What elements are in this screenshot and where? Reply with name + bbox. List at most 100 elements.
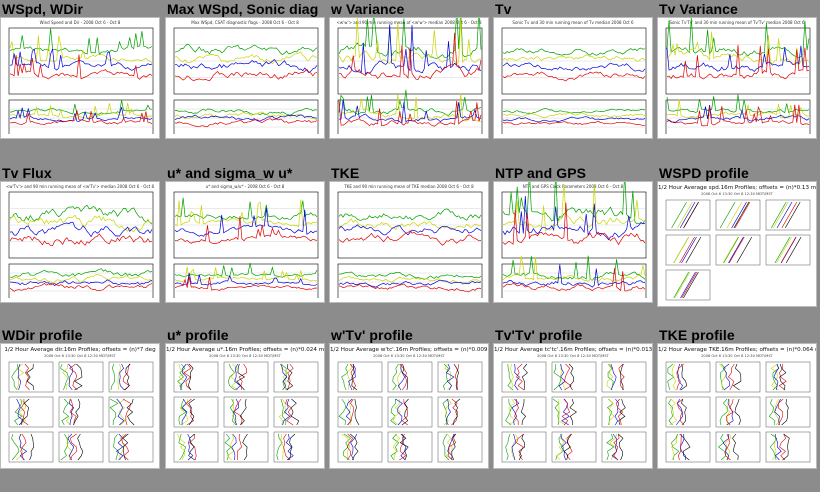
series-line [9,214,153,233]
thumbnail-image[interactable]: TKE and 90 min running mean of TKE media… [329,181,489,303]
thumbnail-title[interactable]: Tv [495,1,512,17]
profile-line [561,398,571,426]
thumbnail-cell[interactable]: TKE profile 1/2 Hour Average TKE.16m Pro… [657,326,817,486]
thumbnail-title[interactable]: u* profile [167,327,229,343]
series-line [666,31,810,66]
thumbnail-title[interactable]: Tv Variance [659,1,738,17]
thumbnail-image[interactable]: 1/2 Hour Average spd.16m Profiles; offse… [657,181,817,307]
profile-line [231,433,237,461]
profile-line [280,433,285,461]
thumbnail-title[interactable]: TKE [331,165,360,181]
plot-footer [1,298,159,302]
series-line [338,230,482,246]
thumbnail-cell[interactable]: TKE TKE and 90 min running mean of TKE m… [329,164,489,324]
thumbnail-cell[interactable]: Tv Flux <w'Tv'> and 90 min running mean … [0,164,160,324]
profile-line [287,363,294,391]
thumbnail-image[interactable]: 1/2 Hour Average u*.16m Profiles; offset… [165,343,325,469]
thumbnail-title[interactable]: Tv'Tv' profile [495,327,583,343]
thumbnail-cell[interactable]: NTP and GPS NTP and GPS Clock Parameters… [493,164,653,324]
profile-line [454,363,460,391]
thumbnail-title[interactable]: NTP and GPS [495,165,587,181]
profile-line [676,398,685,426]
thumbnail-title[interactable]: u* and sigma_w u* [167,165,293,181]
thumbnail-cell[interactable]: WSPD profile 1/2 Hour Average spd.16m Pr… [657,164,817,324]
profile-line [242,433,248,461]
profile-line [725,398,730,426]
series-line [502,54,646,62]
profile-panel [765,199,811,231]
thumbnail-image[interactable]: 1/2 Hour Average TKE.16m Profiles; offse… [657,343,817,469]
profile-panel [387,431,433,463]
thumbnail-title[interactable]: WSPD profile [659,165,749,181]
profile-line [683,201,699,229]
plot-header: u* and sigma_w/u* - 2008 Oct 6 - Oct 8 [205,184,285,189]
profile-panel [665,431,711,463]
thumbnail-cell[interactable]: WSpd, WDir Wind Speed and Dir - 2008 Oct… [0,0,160,160]
plot-footer [658,134,816,138]
series-line [174,58,318,74]
series-line [338,93,482,123]
profile-line [354,398,360,426]
thumbnail-title[interactable]: TKE profile [659,327,735,343]
thumbnail-image[interactable]: Max WSpd, CSAT diagnostic flags - 2008 O… [165,17,325,139]
thumbnail-title[interactable]: WDir profile [2,327,83,343]
profile-line [606,433,615,461]
thumbnail-cell[interactable]: w'Tv' profile 1/2 Hour Average w'tc'.16m… [329,326,489,486]
thumbnail-cell[interactable]: Max WSpd, Sonic diag Max WSpd, CSAT diag… [165,0,325,160]
timeseries-plot-graphic [1,191,159,302]
profile-line [68,363,73,391]
profile-line [118,398,126,426]
thumbnail-cell[interactable]: WDir profile 1/2 Hour Average dir.16m Pr… [0,326,160,486]
thumbnail-image[interactable]: 1/2 Hour Average dir.16m Profiles; offse… [0,343,160,469]
series-line [338,279,482,288]
profile-line [734,398,741,426]
profile-line [60,363,69,391]
profile-line [77,433,84,461]
thumbnail-image[interactable]: NTP and GPS Clock Parameters 2008 Oct 6 … [493,181,653,303]
series-line [502,71,646,82]
thumbnail-image[interactable]: Sonic Tv'Tv' and 30 min running mean of … [657,17,817,139]
thumbnail-cell[interactable]: w Variance <w'w'> and 90 min running mea… [329,0,489,160]
thumbnail-title[interactable]: WSpd, WDir [2,1,84,17]
thumbnail-image[interactable]: Wind Speed and Dir - 2008 Oct 6 - Oct 8 [0,17,160,139]
thumbnail-cell[interactable]: Tv Sonic Tv and 30 min running mean of T… [493,0,653,160]
thumbnail-image[interactable]: <w'w'> and 90 min running mean of <w'w'>… [329,17,489,139]
thumbnail-cell[interactable]: Tv'Tv' profile 1/2 Hour Average tc'tc'.1… [493,326,653,486]
thumbnail-title[interactable]: w'Tv' profile [331,327,413,343]
profile-line [443,398,452,426]
profile-line [768,398,776,426]
thumbnail-cell[interactable]: u* profile 1/2 Hour Average u*.16m Profi… [165,326,325,486]
profile-line [187,363,194,391]
thumbnail-image[interactable]: <w'Tv'> and 90 min running mean of <w'Tv… [0,181,160,303]
thumbnail-image[interactable]: 1/2 Hour Average w'tc'.16m Profiles; off… [329,343,489,469]
series-line [666,105,810,124]
plot-subheader: 2008 Oct 6 13:30 Oct 8 12:30 MDT/MST [537,354,609,358]
series-line [9,204,153,225]
profile-line [553,363,561,391]
thumbnail-image[interactable]: 1/2 Hour Average tc'tc'.16m Profiles; of… [493,343,653,469]
thumbnail-cell[interactable]: Tv Variance Sonic Tv'Tv' and 30 min runn… [657,0,817,160]
thumbnail-cell[interactable]: u* and sigma_w u* u* and sigma_w/u* - 20… [165,164,325,324]
thumbnail-title[interactable]: Tv Flux [2,165,52,181]
thumbnail-image[interactable]: u* and sigma_w/u* - 2008 Oct 6 - Oct 8 [165,181,325,303]
profile-line [281,363,289,391]
profile-line [679,201,696,229]
thumbnail-title[interactable]: w Variance [331,1,405,17]
thumbnail-title[interactable]: Max WSpd, Sonic diag [167,1,319,17]
profile-line [228,363,236,391]
profile-line [402,363,409,391]
profile-plot-graphic [173,361,319,463]
profile-line [178,398,187,426]
profile-line [392,363,399,391]
profile-panel [501,431,547,463]
plot-header: 1/2 Hour Average dir.16m Profiles; offse… [4,347,156,353]
profile-line [17,363,22,391]
profile-line [400,433,407,461]
profile-panel [665,269,711,301]
profile-line [505,398,512,426]
profile-panel [58,431,104,463]
profile-line [677,433,682,461]
series-line [174,266,318,282]
thumbnail-image[interactable]: Sonic Tv and 30 min running mean of Tv m… [493,17,653,139]
profile-line [443,363,449,391]
